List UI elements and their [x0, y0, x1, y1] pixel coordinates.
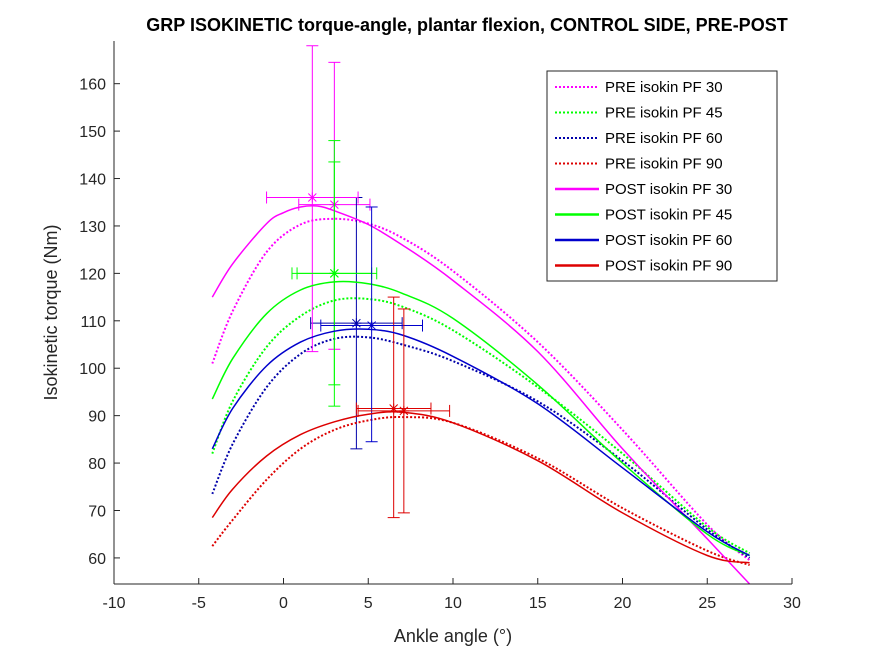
- y-tick-label: 100: [79, 361, 106, 378]
- y-tick-label: 80: [88, 456, 106, 473]
- peak-marker: [366, 320, 377, 331]
- x-tick-label: 20: [614, 595, 632, 612]
- y-tick-label: 110: [80, 314, 106, 331]
- peak-marker: [398, 405, 409, 416]
- x-tick-label: 10: [444, 595, 462, 612]
- series-line: [211, 280, 750, 557]
- chart-title: GRP ISOKINETIC torque-angle, plantar fle…: [146, 15, 787, 35]
- series-line: [211, 411, 750, 564]
- legend-box: [546, 70, 778, 282]
- legend-label: POST isokin PF 90: [605, 258, 732, 275]
- y-tick-label: 160: [79, 77, 106, 94]
- legend-label: PRE isokin PF 45: [605, 105, 723, 122]
- legend-label: PRE isokin PF 60: [605, 130, 723, 147]
- y-tick-label: 90: [88, 409, 106, 426]
- series-line: [211, 297, 751, 555]
- y-tick-label: 60: [88, 551, 106, 568]
- legend-label: POST isokin PF 30: [605, 181, 732, 198]
- series-7: [211, 206, 750, 557]
- y-axis-label: Isokinetic torque (Nm): [41, 224, 61, 400]
- y-tick-label: 150: [79, 124, 106, 141]
- y-tick-label: 130: [79, 219, 106, 236]
- plot-area: [211, 45, 751, 585]
- peak-marker: [307, 192, 318, 203]
- x-tick-label: -5: [192, 595, 206, 612]
- x-tick-label: 30: [783, 595, 801, 612]
- x-axis-label: Ankle angle (°): [394, 626, 512, 646]
- series-line: [211, 335, 751, 559]
- x-tick-label: -10: [102, 595, 125, 612]
- legend-label: POST isokin PF 60: [605, 232, 732, 249]
- legend-label: PRE isokin PF 30: [605, 79, 723, 96]
- series-line: [211, 217, 751, 562]
- peak-marker: [329, 268, 340, 279]
- x-tick-label: 15: [529, 595, 547, 612]
- series-8: [211, 308, 750, 564]
- peak-marker: [351, 318, 362, 329]
- axes: -10 -5 0 5 10 15 20 25 30 60 70 80 90 100 110 120 130 140…: [79, 41, 801, 612]
- y-tick-label: 140: [79, 172, 106, 189]
- series-line: [211, 416, 750, 566]
- legend-label: POST isokin PF 45: [605, 207, 732, 224]
- series-5: [211, 45, 751, 585]
- x-tick-label: 0: [279, 595, 288, 612]
- y-tick-label: 120: [79, 266, 106, 283]
- series-6: [211, 161, 750, 557]
- legend-label: PRE isokin PF 90: [605, 156, 723, 173]
- series-line: [211, 328, 750, 557]
- series-4: [211, 296, 750, 566]
- series-line: [211, 204, 751, 585]
- legend: PRE isokin PF 30 PRE isokin PF 45 PRE isok…: [546, 70, 778, 282]
- y-tick-label: 70: [88, 503, 106, 520]
- x-tick-label: 5: [364, 595, 373, 612]
- x-tick-label: 25: [698, 595, 716, 612]
